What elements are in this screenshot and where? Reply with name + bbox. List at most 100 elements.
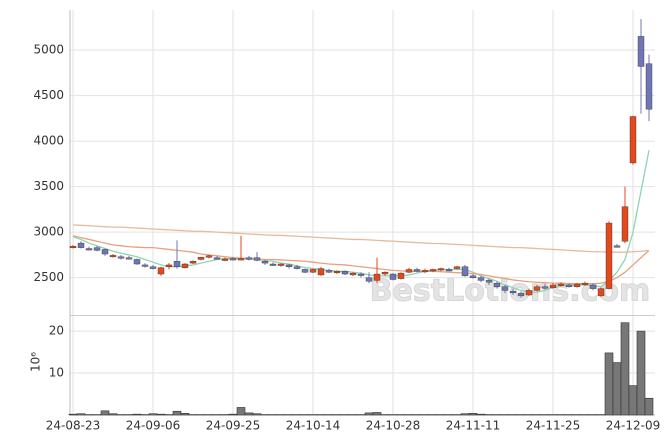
candle-body: [77, 242, 85, 248]
volume-bar: [132, 413, 142, 416]
volume-bar: [68, 413, 78, 416]
candle-body: [613, 245, 621, 248]
volume-bar: [628, 385, 638, 416]
volume-bar: [148, 413, 158, 416]
y-tick-label: 4000: [33, 134, 64, 148]
moving-average-line: [72, 235, 650, 285]
candle-body: [141, 264, 149, 267]
candle-body: [317, 268, 325, 276]
candle-body: [325, 270, 333, 273]
candle-body: [485, 280, 493, 283]
candle-body: [493, 282, 501, 287]
candle-body: [389, 273, 397, 280]
y-tick-label: 3000: [33, 225, 64, 239]
x-tick-label: 24-10-28: [366, 419, 420, 433]
candle-body: [365, 277, 373, 282]
candle-body: [237, 258, 245, 261]
candle-body: [85, 248, 93, 251]
candle-body: [509, 291, 517, 294]
volume-bar: [372, 412, 382, 416]
candle-body: [541, 286, 549, 289]
candle-body: [261, 261, 269, 264]
candle-body: [269, 263, 277, 266]
volume-bar: [612, 362, 622, 416]
volume-bar: [100, 410, 110, 416]
candle-body: [477, 277, 485, 281]
candle-body: [453, 266, 461, 269]
x-tick-label: 24-11-25: [526, 419, 580, 433]
candle-body: [629, 116, 637, 164]
candle-body: [533, 286, 541, 291]
candle-body: [605, 222, 613, 289]
candle-body: [501, 286, 509, 291]
candle-body: [69, 246, 77, 248]
candle-body: [301, 269, 309, 273]
candle-body: [181, 263, 189, 268]
candle-body: [565, 284, 573, 287]
volume-bar: [180, 413, 190, 416]
candle-body: [357, 273, 365, 276]
volume-bar: [644, 397, 654, 416]
candle-body: [621, 206, 629, 242]
candle-body: [285, 264, 293, 267]
candle-body: [645, 63, 653, 110]
x-tick-label: 24-09-06: [126, 419, 180, 433]
volume-bar: [468, 413, 478, 416]
volume-bar: [636, 330, 646, 416]
candle-body: [557, 283, 565, 286]
grid-layer: [70, 10, 655, 415]
volume-bar: [156, 413, 166, 416]
candle-body: [133, 259, 141, 265]
volume-bar: [364, 412, 374, 416]
candle-body: [93, 247, 101, 251]
candle-body: [429, 269, 437, 272]
candle-body: [469, 275, 477, 278]
x-tick-label: 24-11-11: [446, 419, 500, 433]
y-tick-label: 2500: [33, 270, 64, 284]
x-tick-label: 24-08-23: [46, 419, 100, 433]
candle-body: [461, 266, 469, 277]
candle-body: [205, 255, 213, 258]
volume-bar: [172, 410, 182, 416]
candle-body: [341, 271, 349, 275]
x-tick-label: 24-12-09: [606, 419, 660, 433]
candle-body: [277, 263, 285, 266]
volume-axis-label: 10⁶: [29, 352, 43, 372]
candle-body: [525, 290, 533, 296]
candle-body: [349, 272, 357, 276]
volume-bar: [76, 413, 86, 416]
candle-body: [517, 292, 525, 297]
volume-bar: [620, 322, 630, 416]
moving-average-line: [72, 224, 650, 253]
candle-body: [381, 272, 389, 275]
volume-bar: [236, 407, 246, 416]
candle-body: [589, 284, 597, 289]
candle-body: [413, 269, 421, 272]
candle-body: [597, 288, 605, 297]
candle-body: [245, 257, 253, 260]
candle-body: [397, 272, 405, 279]
volume-bar: [108, 413, 118, 416]
candle-body: [109, 255, 117, 258]
y-tick-label: 10: [49, 366, 64, 380]
candle-body: [437, 268, 445, 271]
candle-body: [333, 271, 341, 273]
candle-body: [157, 267, 165, 275]
candle-body: [373, 273, 381, 281]
y-tick-label: 4500: [33, 88, 64, 102]
candle-body: [117, 256, 125, 259]
x-tick-label: 24-10-14: [286, 419, 340, 433]
candle-body: [581, 282, 589, 285]
y-tick-label: 3500: [33, 179, 64, 193]
candle-body: [421, 270, 429, 273]
volume-bar: [252, 413, 262, 416]
candle-body: [229, 258, 237, 261]
candle-body: [253, 257, 261, 261]
volume-bar: [460, 413, 470, 416]
candle-body: [165, 264, 173, 267]
candle-body: [573, 283, 581, 287]
candle-body: [445, 269, 453, 272]
volume-bar: [476, 413, 486, 416]
candle-body: [197, 256, 205, 260]
